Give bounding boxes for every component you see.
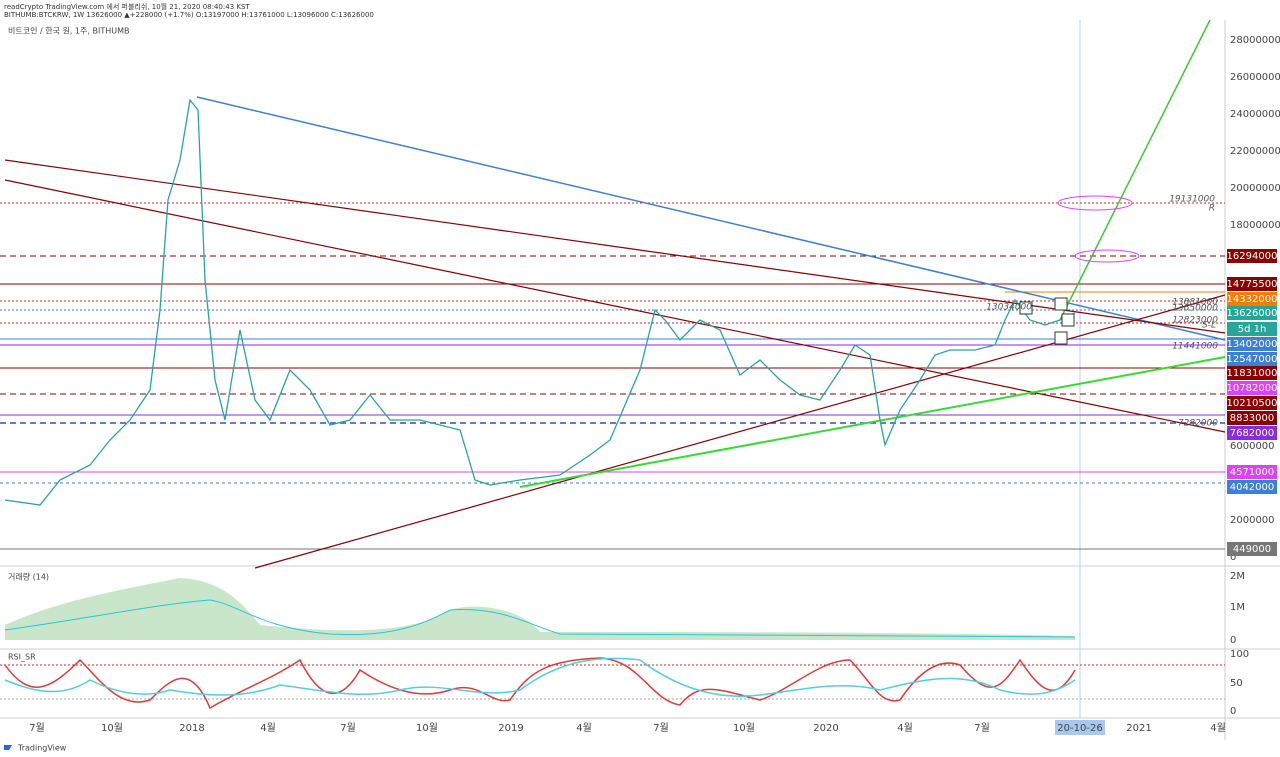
price-tag-label: 4042000: [1230, 482, 1275, 493]
price-tag: [1227, 411, 1277, 425]
price-tag-label: 12547000: [1227, 354, 1278, 365]
time-axis-label: 10월: [733, 722, 755, 734]
price-tag: [1227, 542, 1277, 556]
time-axis-label: 2018: [179, 723, 204, 734]
price-axis-label: 0: [1230, 552, 1236, 563]
pane-title: 거래량 (14): [8, 572, 49, 582]
rsi-axis-label: 0: [1230, 706, 1236, 717]
volume-axis-label: 2M: [1230, 571, 1245, 582]
header-line: readCrypto TradingView.com 에서 퍼블리쉬, 10월 …: [4, 2, 250, 11]
price-axis-label: 28000000: [1230, 35, 1280, 46]
price-tag: [1227, 426, 1277, 440]
time-axis-label: 20-10-26: [1057, 723, 1102, 734]
price-axis-label: 20000000: [1230, 183, 1280, 194]
price-tag: [1227, 352, 1277, 366]
price-axis-label: 2000000: [1230, 515, 1275, 526]
time-axis-label: 7월: [29, 722, 45, 734]
pane-title: 비트코인 / 한국 원, 1주, BITHUMB: [8, 26, 129, 36]
price-axis-label: 24000000: [1230, 109, 1280, 120]
price-tag-label: 10782000: [1227, 383, 1278, 394]
chart-annotation: 12823000: [1172, 316, 1218, 326]
chart-annotation: 19131000: [1169, 195, 1215, 205]
price-tag: [1227, 381, 1277, 395]
price-axis-label: 6000000: [1230, 441, 1275, 452]
price-tag-label: 16294000: [1227, 251, 1278, 262]
price-tag-label: 11831000: [1227, 368, 1278, 379]
time-axis-label: 7월: [653, 722, 669, 734]
chart-annotation: 7282000: [1178, 419, 1218, 429]
time-axis-label: 4월: [260, 722, 276, 734]
price-tag-label: 4571000: [1230, 467, 1275, 478]
time-axis-label: 2021: [1126, 723, 1151, 734]
price-tag: [1227, 337, 1277, 351]
pane-title: RSI_SR: [8, 653, 36, 662]
price-tag-label: 10210500: [1227, 398, 1278, 409]
price-tag: [1227, 306, 1277, 320]
rsi-axis-label: 100: [1230, 649, 1249, 660]
time-axis-label: 2020: [813, 723, 838, 734]
price-tag-label: 14332000: [1227, 294, 1278, 305]
header-symbol: BITHUMB:BTCKRW, 1W 13626000 ▲+228000 (+1…: [4, 11, 374, 19]
chart-annotation: 13650000: [1172, 304, 1218, 314]
price-tag-label: 13626000: [1227, 308, 1278, 319]
price-tag: [1227, 396, 1277, 410]
time-axis-label: 7월: [974, 722, 990, 734]
time-axis-label: 4월: [576, 722, 592, 734]
price-tag: [1227, 480, 1277, 494]
chart-annotation: 13034000: [986, 303, 1032, 313]
price-tag-label: 14775500: [1227, 279, 1278, 290]
footer-logo: TradingView: [17, 744, 67, 753]
price-axis-label: 26000000: [1230, 72, 1280, 83]
price-axis-label: 18000000: [1230, 220, 1280, 231]
volume-axis-label: 0: [1230, 635, 1236, 646]
price-tag-label: 5d 1h: [1238, 324, 1267, 335]
time-axis-label: 10월: [416, 722, 438, 734]
price-tag: [1227, 366, 1277, 380]
time-axis-label: 4월: [1210, 722, 1226, 734]
chart-annotation: 11441000: [1172, 342, 1218, 352]
volume-axis-label: 1M: [1230, 602, 1245, 613]
chart-annotation: 13881000: [1172, 298, 1218, 308]
price-tag-label: 7682000: [1230, 428, 1275, 439]
time-axis-label: 4월: [897, 722, 913, 734]
price-tag-label: 449000: [1233, 544, 1271, 555]
rsi-axis-label: 50: [1230, 678, 1243, 689]
price-tag: [1227, 322, 1277, 336]
price-tag: [1227, 249, 1277, 263]
price-tag: [1227, 277, 1277, 291]
price-axis-label: 22000000: [1230, 146, 1280, 157]
time-axis-label: 10월: [101, 722, 123, 734]
chart-annotation: S-L: [1202, 321, 1216, 331]
time-axis-label: 7월: [340, 722, 356, 734]
price-tag: [1227, 465, 1277, 479]
price-tag: [1227, 292, 1277, 306]
cursor-date-box: [1055, 720, 1105, 735]
chart-annotation: R: [1209, 204, 1215, 214]
time-axis-label: 2019: [498, 723, 523, 734]
price-tag-label: 8833000: [1230, 413, 1275, 424]
price-tag-label: 13402000: [1227, 339, 1278, 350]
